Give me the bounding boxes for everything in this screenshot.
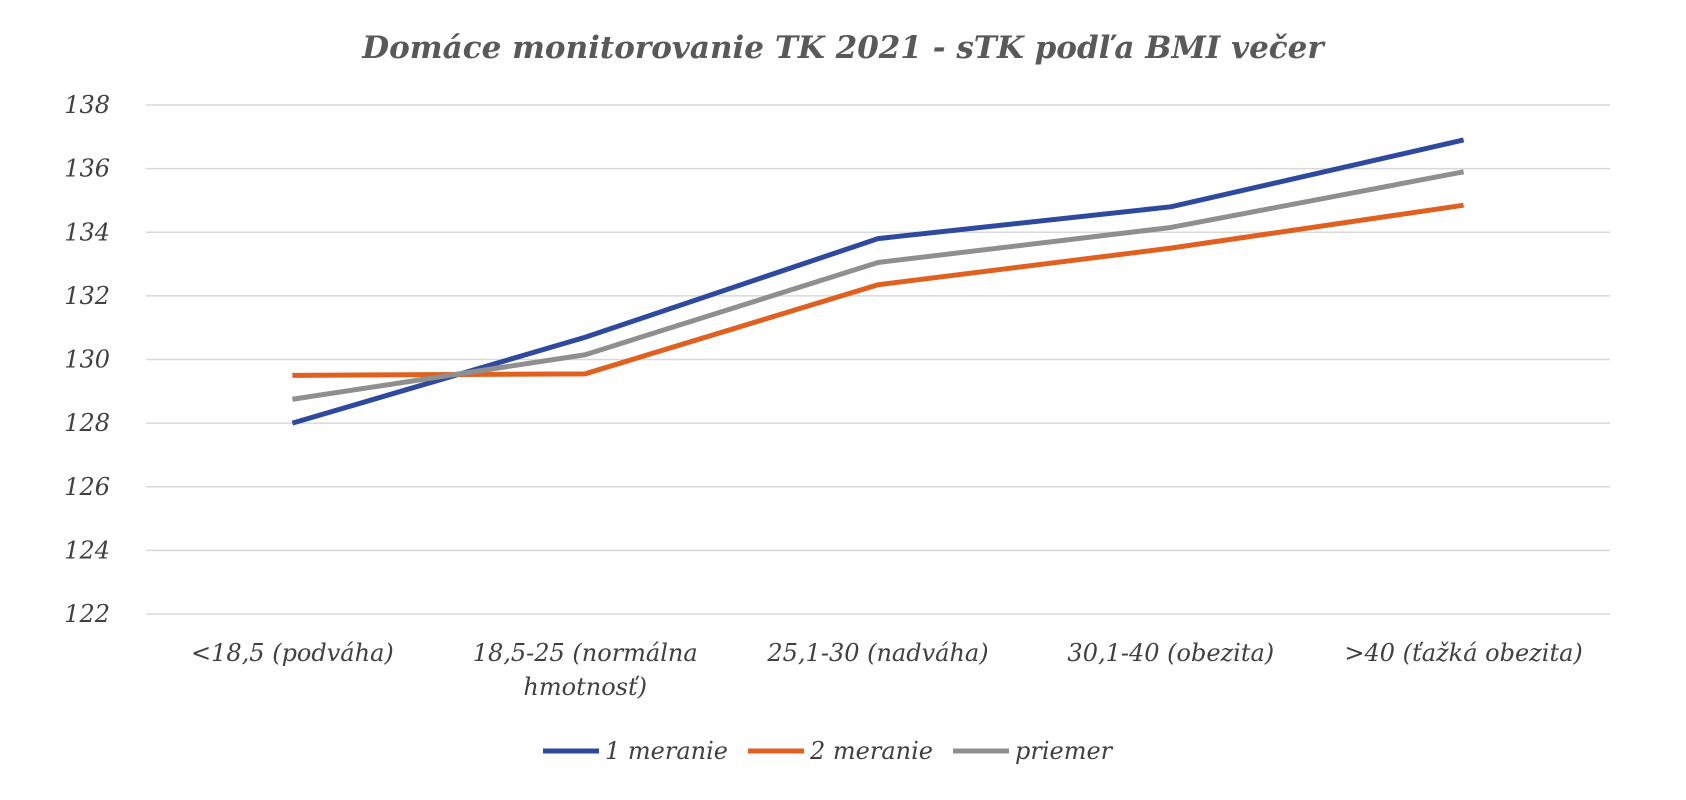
x-category-label: 30,1-40 (obezita): [1067, 639, 1274, 667]
series-line-3: [292, 169, 1465, 402]
y-tick-label: 122: [64, 600, 110, 628]
series-lines: [291, 137, 1465, 426]
series-line-2: [292, 202, 1464, 378]
y-tick-label: 124: [64, 536, 110, 564]
legend-label: priemer: [1015, 737, 1114, 765]
x-category-label: >40 (ťažká obezita): [1344, 639, 1582, 667]
y-tick-label: 128: [64, 409, 110, 437]
chart-title: Domáce monitorovanie TK 2021 - sTK podľa…: [361, 30, 1326, 66]
y-tick-label: 134: [64, 218, 110, 246]
gridlines: [146, 104, 1610, 615]
x-category-label: hmotnosť): [523, 673, 647, 701]
y-tick-label: 126: [64, 473, 110, 501]
y-axis-ticks: 122 124 126 128 130 132 134 136 138: [64, 91, 110, 628]
y-tick-label: 138: [64, 91, 110, 119]
legend: 1 meranie 2 meranie priemer: [543, 737, 1114, 765]
y-tick-label: 130: [64, 346, 110, 374]
x-category-label: 25,1-30 (nadváha): [766, 639, 988, 667]
y-tick-label: 136: [64, 155, 110, 183]
x-axis-categories: <18,5 (podváha) 18,5-25 (normálna hmotnosť…: [191, 639, 1583, 701]
series-line-1: [291, 137, 1465, 426]
legend-label: 1 meranie: [605, 737, 728, 765]
legend-label: 2 meranie: [809, 737, 933, 765]
y-tick-label: 132: [64, 282, 110, 310]
x-category-label: 18,5-25 (normálna: [473, 639, 698, 667]
x-category-label: <18,5 (podváha): [191, 639, 394, 667]
